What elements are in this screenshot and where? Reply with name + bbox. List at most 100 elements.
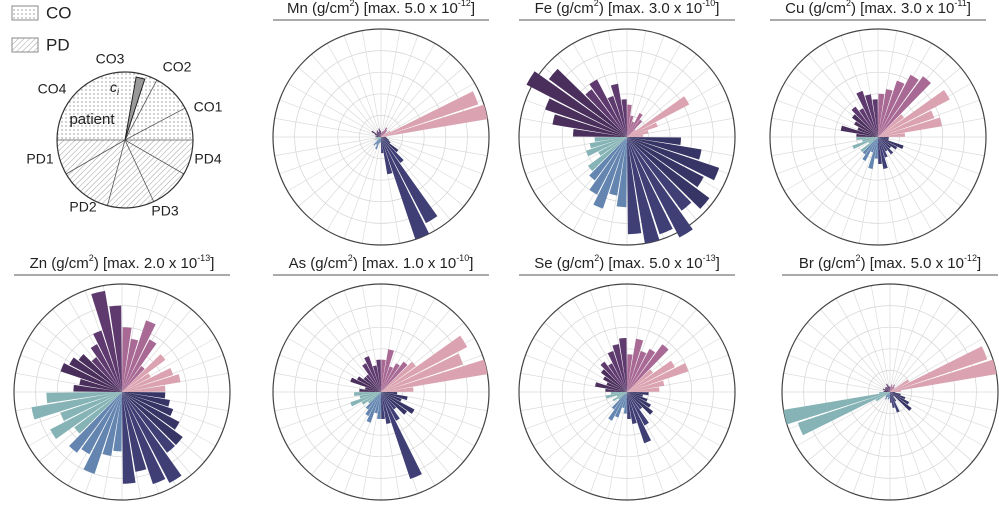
bar	[122, 392, 175, 453]
grid-ring	[856, 115, 900, 159]
legend-label: CO	[46, 3, 72, 22]
bar	[878, 89, 893, 137]
spoke	[287, 136, 382, 192]
title-superscript: 2	[594, 0, 599, 8]
bar	[376, 359, 381, 392]
bar	[381, 137, 391, 144]
bar	[890, 384, 893, 392]
spoke	[870, 391, 891, 499]
bar	[381, 137, 399, 153]
bar	[359, 388, 381, 392]
spoke	[877, 136, 961, 207]
bar	[878, 137, 882, 164]
title-superscript: 2	[89, 253, 94, 263]
sector-label: CO4	[38, 81, 67, 97]
bar	[46, 392, 122, 404]
bar	[627, 137, 642, 235]
bar	[600, 361, 627, 392]
bar	[381, 387, 414, 392]
chart-title: Br (g/cm2) [max. 5.0 x 10-12]	[799, 253, 981, 272]
grid-ring	[56, 326, 188, 458]
spoke	[771, 136, 879, 157]
spoke	[835, 298, 891, 393]
bar	[102, 392, 122, 456]
bar	[60, 363, 122, 392]
title-text: As (g/cm	[289, 255, 348, 272]
bar	[60, 392, 122, 421]
grid-ring	[834, 93, 922, 181]
grid-ring	[803, 305, 977, 479]
spoke	[840, 136, 879, 239]
bar	[589, 79, 627, 137]
grid-ring	[359, 115, 403, 159]
bar	[878, 137, 892, 149]
bar	[875, 392, 890, 402]
bar	[609, 137, 627, 196]
spoke	[820, 391, 891, 475]
bar	[868, 137, 878, 169]
bar	[381, 137, 384, 154]
title-superscript: 2	[594, 253, 599, 263]
bar	[377, 392, 381, 419]
bar	[878, 137, 888, 158]
title-text: ) [max. 5.0 x 10	[354, 0, 457, 17]
bar	[878, 137, 888, 169]
bar	[381, 359, 386, 392]
bar	[381, 392, 385, 419]
bar	[376, 135, 381, 137]
grid-ring	[337, 93, 425, 181]
bar	[856, 137, 878, 141]
grid-ring	[315, 326, 447, 458]
bar	[589, 137, 627, 149]
grid-ring	[540, 50, 714, 224]
bar	[616, 137, 627, 208]
bar	[890, 386, 895, 392]
bar	[627, 392, 649, 396]
bar	[856, 90, 878, 137]
title-text: ]	[210, 255, 214, 272]
title-superscript: -10	[702, 0, 715, 8]
title-superscript: -12	[458, 0, 471, 8]
bar	[375, 136, 381, 137]
bar	[359, 392, 381, 399]
bar	[890, 392, 910, 405]
bar	[627, 351, 647, 392]
bar	[627, 130, 649, 137]
bar	[381, 366, 394, 392]
bar	[93, 330, 122, 392]
spoke	[343, 35, 382, 138]
bar	[878, 74, 919, 137]
bar	[600, 369, 627, 392]
bar	[889, 386, 890, 392]
chart-title: Mn (g/cm2) [max. 5.0 x 10-12]	[287, 0, 475, 17]
bar	[862, 137, 878, 161]
grid-ring	[78, 348, 166, 436]
bar	[376, 137, 381, 139]
bar	[856, 133, 878, 137]
bar	[589, 137, 627, 195]
bar	[381, 392, 422, 480]
bar	[69, 392, 122, 453]
grid-ring	[561, 71, 693, 203]
bar	[890, 388, 895, 392]
bar	[627, 96, 690, 137]
bar	[371, 130, 381, 137]
bar	[627, 137, 704, 188]
bar	[627, 121, 635, 137]
bar	[381, 137, 430, 240]
bar	[627, 119, 643, 137]
outer-ring	[13, 283, 231, 501]
bar	[890, 390, 901, 392]
bar	[378, 137, 381, 139]
bar	[595, 382, 627, 392]
spoke	[525, 391, 628, 430]
bar	[616, 392, 627, 397]
chart-title: Cu (g/cm2) [max. 3.0 x 10-11]	[785, 0, 971, 17]
bar	[878, 137, 898, 150]
title-text: Zn (g/cm	[30, 255, 89, 272]
bar	[74, 392, 122, 434]
spoke	[311, 136, 382, 220]
bar	[545, 98, 627, 137]
bar	[381, 137, 388, 139]
bar	[365, 374, 381, 392]
